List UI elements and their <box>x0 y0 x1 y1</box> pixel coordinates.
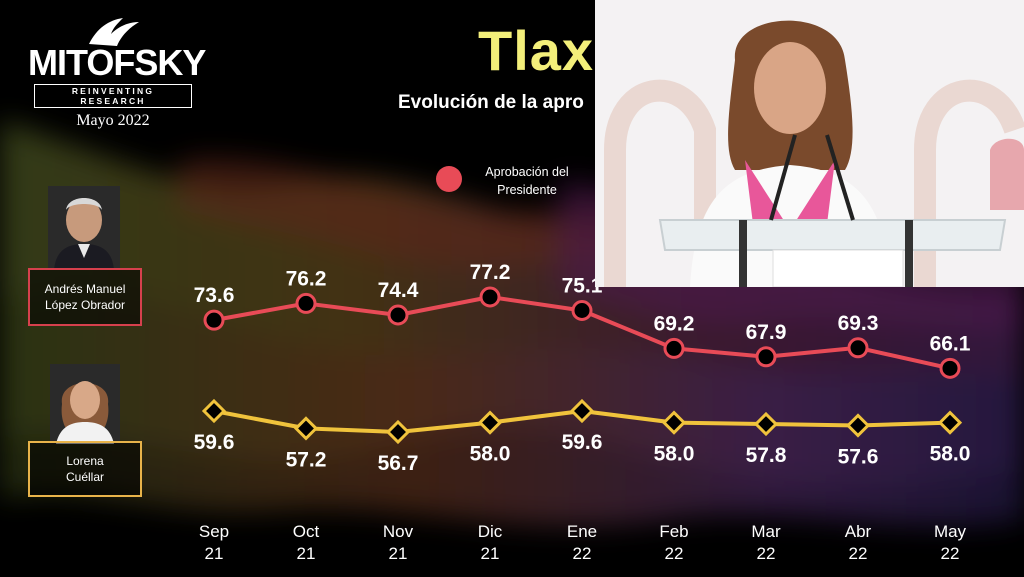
x-tick-label: May <box>934 522 967 541</box>
data-label: 58.0 <box>654 443 695 466</box>
data-point <box>477 410 503 435</box>
person-label-amlo: Andrés Manuel López Obrador <box>28 268 142 326</box>
x-tick-label: 21 <box>205 544 224 563</box>
person-name-line2: Cuéllar <box>65 470 104 484</box>
data-label: 77.2 <box>470 261 511 284</box>
person-label-lorena: Lorena Cuéllar <box>28 441 142 497</box>
x-tick-label: 22 <box>941 544 960 563</box>
legend-label: Aprobación del Presidente <box>485 165 569 197</box>
data-point <box>661 410 687 435</box>
x-tick-label: Nov <box>383 522 414 541</box>
logo-wordmark: MITOFSKY <box>28 42 206 83</box>
data-label: 57.8 <box>746 444 787 467</box>
x-tick-label: Ene <box>567 522 597 541</box>
data-point <box>847 337 869 359</box>
portrait-icon <box>48 186 120 270</box>
person-name-line2: López Obrador <box>44 298 126 312</box>
data-point <box>571 300 593 321</box>
x-tick-label: Oct <box>293 522 320 541</box>
data-point <box>293 416 319 441</box>
data-label: 56.7 <box>378 452 419 475</box>
data-point <box>203 309 225 331</box>
data-point <box>937 410 963 435</box>
data-label: 76.2 <box>286 267 327 290</box>
data-label: 59.6 <box>562 431 603 454</box>
speaker-photo-icon <box>595 0 1024 287</box>
logo-tagline: REINVENTING RESEARCH <box>34 84 192 108</box>
data-label: 69.2 <box>654 312 695 335</box>
data-point <box>569 398 595 424</box>
x-tick-label: 22 <box>757 544 776 563</box>
data-point <box>385 419 411 445</box>
person-name-line1: Lorena <box>66 454 104 468</box>
data-point <box>387 304 409 326</box>
x-tick-label: 21 <box>297 544 316 563</box>
data-point <box>753 411 779 437</box>
x-tick-label: 22 <box>573 544 592 563</box>
report-date: Mayo 2022 <box>76 112 150 129</box>
x-tick-label: Sep <box>199 522 229 541</box>
data-point <box>939 357 961 379</box>
data-label: 58.0 <box>930 443 971 466</box>
data-point <box>663 337 685 359</box>
x-tick-label: 21 <box>389 544 408 563</box>
data-label: 74.4 <box>378 279 419 302</box>
data-label: 75.1 <box>562 275 603 298</box>
legend-marker <box>436 166 462 192</box>
portrait-icon <box>50 364 120 444</box>
speaker-photo <box>595 0 1024 287</box>
data-point <box>845 413 871 438</box>
x-tick-label: 21 <box>481 544 500 563</box>
logo-bird-icon <box>89 18 139 46</box>
slide-title: Tlax <box>478 19 595 82</box>
data-label: 57.6 <box>838 445 879 468</box>
data-label: 73.6 <box>194 284 235 307</box>
data-point <box>295 292 317 314</box>
x-tick-label: 22 <box>665 544 684 563</box>
data-point <box>201 398 227 424</box>
x-tick-label: 22 <box>849 544 868 563</box>
data-label: 67.9 <box>746 321 787 344</box>
data-point <box>479 286 501 308</box>
x-tick-label: Feb <box>659 522 688 541</box>
x-tick-label: Dic <box>478 522 503 541</box>
data-label: 58.0 <box>470 443 511 466</box>
portrait-amlo-icon <box>48 186 120 270</box>
data-label: 66.1 <box>930 332 971 355</box>
data-label: 59.6 <box>194 431 235 454</box>
mitofsky-logo: MITOFSKY REINVENTING RESEARCH Mayo 2022 <box>28 14 206 130</box>
x-tick-label: Mar <box>751 522 781 541</box>
person-name-line1: Andrés Manuel <box>44 282 126 296</box>
portrait-lorena-icon <box>50 364 120 444</box>
slide-subtitle: Evolución de la apro <box>398 92 584 113</box>
data-point <box>755 346 777 368</box>
data-label: 57.2 <box>286 448 327 471</box>
data-label: 69.3 <box>838 312 879 335</box>
x-tick-label: Abr <box>845 522 872 541</box>
